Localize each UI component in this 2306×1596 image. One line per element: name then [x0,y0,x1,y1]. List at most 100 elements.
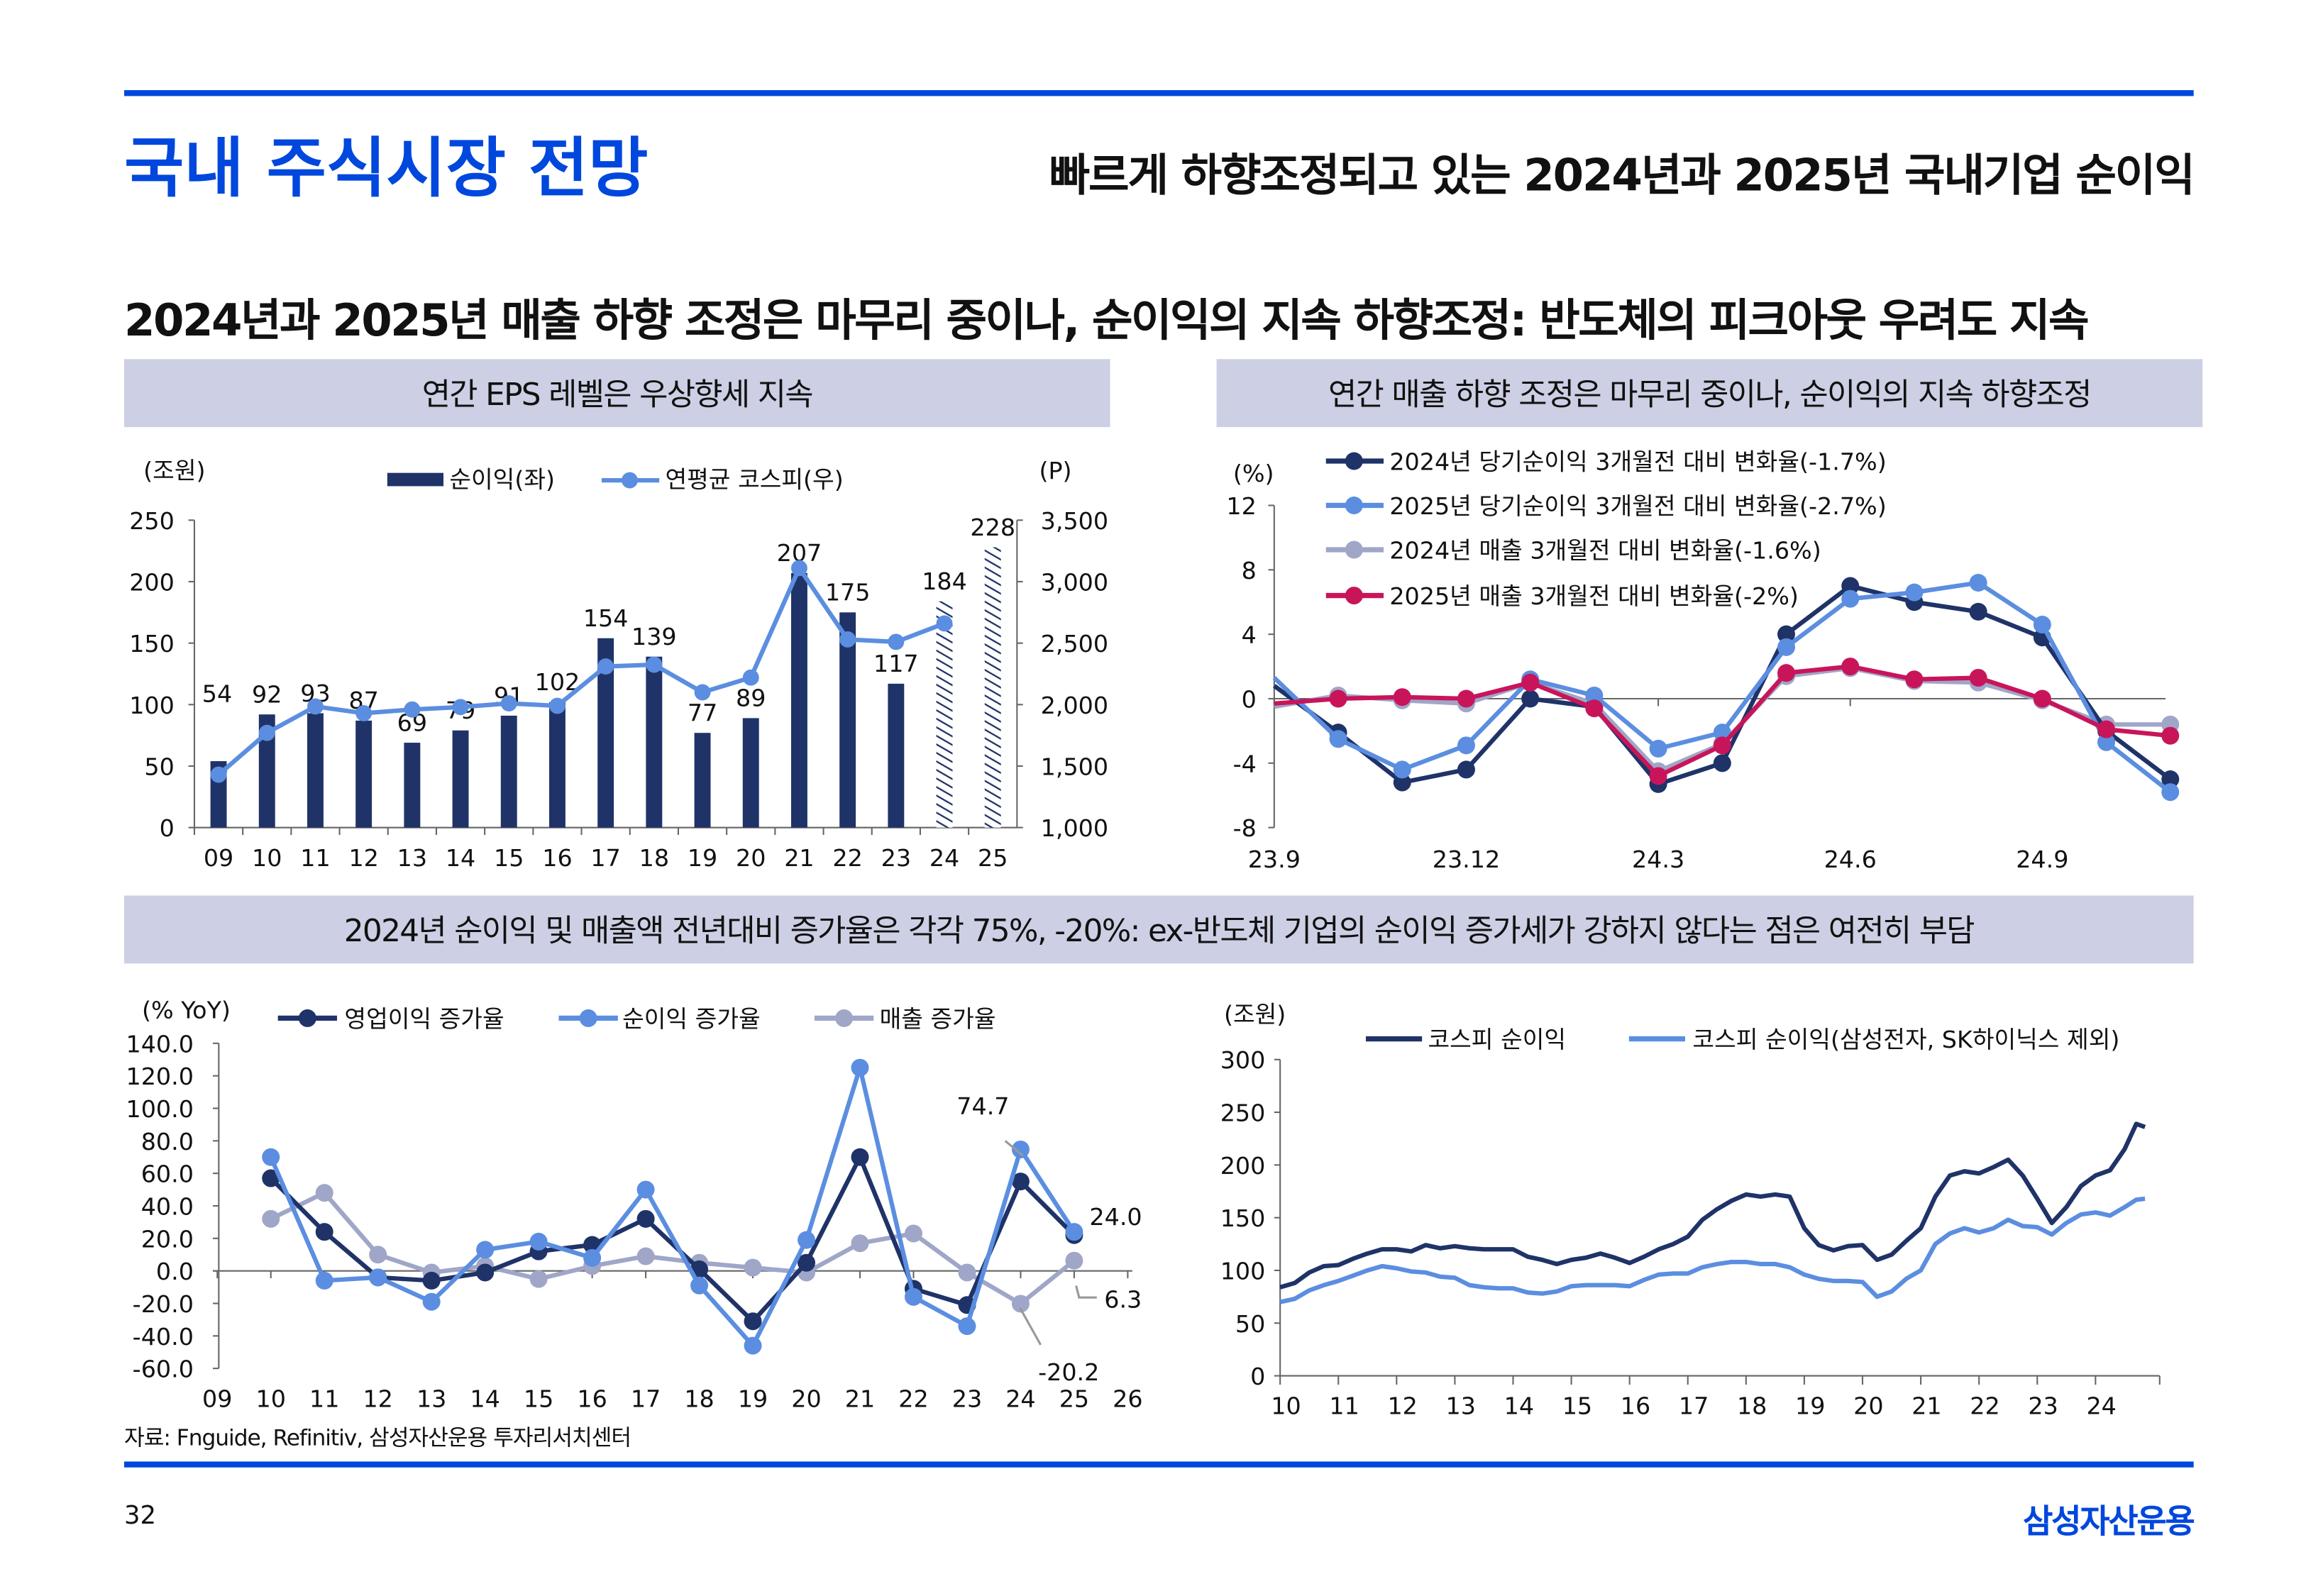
y-tick-label: 100.0 [126,1095,193,1123]
x-tick-label: 21 [1911,1392,1941,1420]
y-axis-unit: (조원) [1224,1001,1286,1029]
legend-label: 순이익(좌) [449,465,555,493]
y-tick-label-right: 2,500 [1041,630,1108,658]
series-marker [2097,733,2116,751]
series-marker [798,1253,816,1272]
series-marker [1841,589,1860,608]
y-tick-label-left: 200 [129,568,175,596]
chart-revision: 12 8 4 0 -4 -8 23.9 23.12 24.3 24.6 24.9 (%) 2024년 당… [1226,448,2180,873]
series-marker [798,1231,816,1249]
page-number: 32 [123,1501,157,1531]
x-tick-label: 25 [978,844,1008,872]
bar [839,612,856,828]
y-tick-label: 200 [1220,1152,1266,1180]
x-tick-label: 24 [2086,1392,2116,1420]
bar [404,743,421,828]
x-tick-label: 21 [845,1385,875,1412]
chart-yoy-growth: 140.0 120.0 100.0 80.0 60.0 40.0 20.0 0.0 -20.0 -… [126,996,1142,1412]
y-tick-label-right: 1,500 [1041,753,1108,780]
series-marker [1011,1295,1030,1313]
x-tick-label: 12 [1387,1392,1417,1420]
x-tick-label: 16 [577,1385,607,1412]
y-tick-label: 140.0 [126,1030,193,1058]
series-marker [690,1276,709,1295]
series-marker [369,1246,387,1264]
x-tick-label: 18 [639,844,669,872]
x-tick-label: 09 [204,844,233,872]
x-tick-label: 14 [1504,1392,1534,1420]
x-tick-label: 20 [736,844,766,872]
x-tick-label: 14 [470,1385,500,1412]
x-tick-label: 18 [1737,1392,1767,1420]
series-marker [2161,783,2180,802]
x-tick-label: 23 [2028,1392,2058,1420]
series-marker [1713,724,1731,742]
series-marker [262,1169,280,1187]
series-marker [904,1224,922,1243]
series-marker [1777,638,1795,656]
series-marker [636,1247,655,1265]
kospi-marker [210,766,227,783]
y-tick-label: 0 [1242,685,1257,713]
kospi-marker [694,684,711,701]
series-marker [1521,689,1540,708]
legend-label: 2025년 당기순이익 3개월전 대비 변화율(-2.7%) [1389,492,1886,520]
y-tick-label: 12 [1226,492,1256,520]
series-marker [1649,739,1667,758]
company-logo: 삼성자산운용 [2023,1504,2195,1541]
y-tick-label: 20.0 [141,1225,194,1253]
bar [790,572,807,828]
annotation-label: -20.2 [1038,1358,1099,1386]
kospi-marker [742,669,759,686]
kospi-line [217,563,946,777]
series-marker [636,1209,655,1228]
kospi-marker [839,631,856,648]
y-tick-label: -8 [1233,814,1257,842]
y-tick-label: 150 [1220,1204,1266,1232]
series-marker [2161,770,2180,789]
data-label: 89 [736,685,766,712]
series-marker [1777,664,1795,682]
bar [258,714,275,828]
series-marker [262,1148,280,1166]
panel-header-growth: 2024년 순이익 및 매출액 전년대비 증가율은 각각 75%, -20%: … [123,895,2194,964]
legend-label: 2024년 당기순이익 3개월전 대비 변화율(-1.7%) [1389,448,1886,475]
y-tick-label: 40.0 [141,1192,194,1220]
x-tick-label: 16 [1621,1392,1650,1420]
series-marker [2033,616,2051,634]
bar [888,683,905,828]
series-marker [1393,773,1411,792]
series-marker [2097,720,2116,738]
series-marker [315,1223,333,1241]
page-title: 국내 주식시장 전망 [123,131,649,207]
series-marker [958,1263,976,1282]
series-marker [851,1058,869,1077]
bar [307,713,324,828]
data-label: 154 [583,604,629,632]
series-marker [851,1148,869,1166]
series-marker [315,1184,333,1202]
legend-marker [835,1009,854,1027]
series-marker [851,1234,869,1253]
y-tick-label: 80.0 [141,1128,194,1156]
series-marker [1969,602,1987,621]
y-tick-label-left: 250 [129,507,175,535]
series-marker [1329,730,1347,748]
y-axis-unit-left: (조원) [143,457,205,484]
x-tick-label: 13 [416,1385,446,1412]
x-tick-label: 20 [791,1385,821,1412]
series-marker [1969,573,1987,592]
y-tick-label: 300 [1220,1046,1266,1074]
y-tick-label-left: 50 [144,753,174,780]
panel-header-revision: 연간 매출 하향 조정은 마무리 중이나, 순이익의 지속 하향조정 [1216,359,2203,428]
x-tick-label: 11 [309,1385,339,1412]
y-tick-label-right: 2,000 [1041,692,1108,719]
series-marker [1585,699,1604,718]
bar [355,720,373,828]
data-label: 117 [873,650,919,677]
x-tick-label: 16 [542,844,572,872]
series-line [268,1059,1076,1350]
legend-marker [622,472,638,489]
series-line [270,1190,1076,1307]
